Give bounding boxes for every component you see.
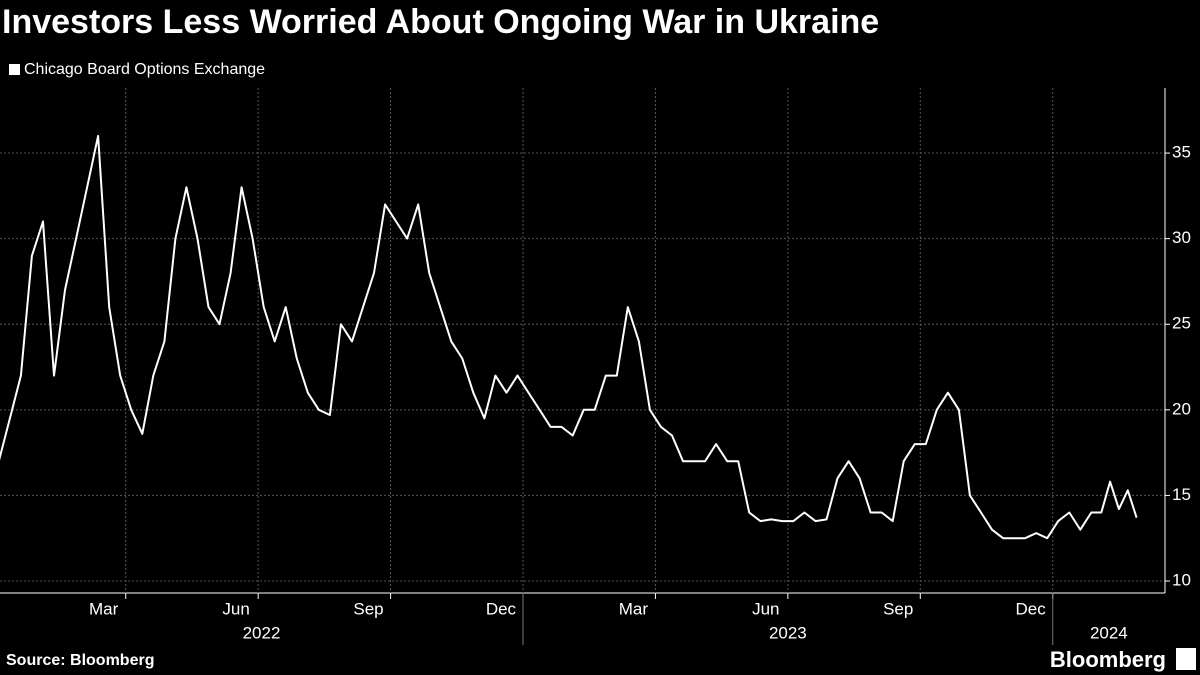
y-tick-label: 20 [1172,399,1191,418]
x-tick-label: Dec [486,599,517,618]
y-tick-label: 30 [1172,228,1191,247]
y-tick-label: 10 [1172,571,1191,590]
source: Source: Bloomberg [6,652,154,669]
y-tick-label: 35 [1172,143,1191,162]
brand: Bloomberg [1050,647,1166,672]
y-tick-label: 25 [1172,314,1191,333]
year-label: 2022 [243,623,281,642]
year-label: 2023 [769,623,807,642]
legend-swatch [9,64,20,75]
x-tick-label: Mar [619,599,649,618]
year-label: 2024 [1090,623,1128,642]
x-tick-label: Jun [222,599,249,618]
x-tick-label: Sep [883,599,913,618]
chart-title: Investors Less Worried About Ongoing War… [2,3,879,41]
x-tick-label: Sep [353,599,383,618]
x-tick-label: Mar [89,599,119,618]
legend-label: Chicago Board Options Exchange [24,61,265,78]
y-tick-label: 15 [1172,485,1191,504]
line-series [0,134,1138,540]
brand-icon [1176,648,1196,670]
x-tick-label: Jun [752,599,779,618]
x-tick-label: Dec [1016,599,1047,618]
